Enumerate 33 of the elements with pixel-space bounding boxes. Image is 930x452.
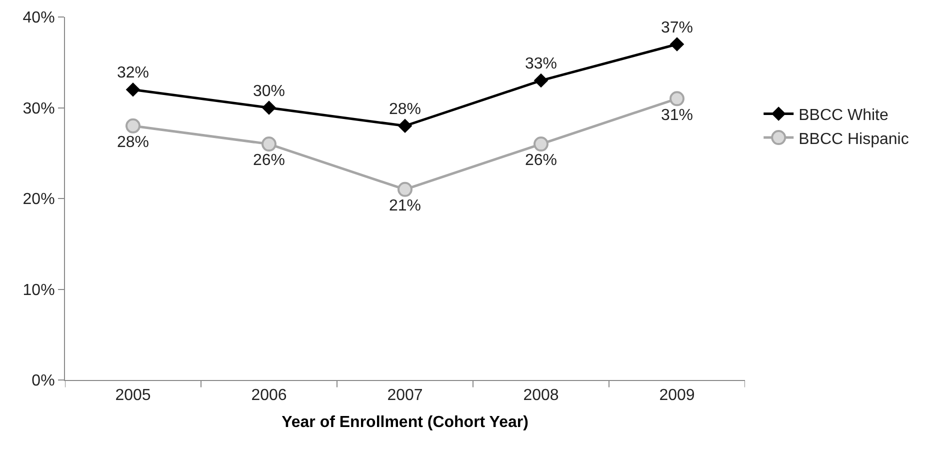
- x-tick-label: 2005: [115, 387, 151, 404]
- y-tick-label: 10%: [22, 282, 55, 299]
- data-label: 21%: [388, 198, 422, 215]
- data-label: 28%: [388, 101, 422, 118]
- y-tick-label: 40%: [22, 10, 55, 27]
- point: [670, 37, 684, 52]
- x-tick-label: 2008: [523, 387, 559, 404]
- point: [262, 100, 276, 115]
- data-label: 28%: [116, 134, 150, 152]
- point: [534, 136, 548, 152]
- x-tick-label: 2006: [251, 387, 287, 404]
- point: [126, 118, 140, 134]
- point: [262, 136, 276, 152]
- y-tick-label: 20%: [22, 191, 55, 208]
- legend-label: BBCC White: [798, 107, 888, 124]
- data-label: 26%: [252, 152, 286, 170]
- legend-label: BBCC Hispanic: [798, 130, 909, 148]
- x-tick-label: 2009: [659, 387, 695, 404]
- point: [398, 118, 412, 134]
- data-label: 32%: [116, 64, 150, 82]
- data-label: 30%: [252, 82, 286, 100]
- y-tick-label: 30%: [22, 100, 55, 118]
- x-tick-label: 2007: [387, 387, 423, 404]
- point: [670, 91, 684, 106]
- data-label: 26%: [524, 152, 558, 170]
- data-label: 33%: [524, 56, 558, 73]
- y-tick-label: 0%: [32, 372, 55, 390]
- x-axis-title: Year of Enrollment (Cohort Year): [282, 414, 528, 431]
- point: [126, 82, 140, 97]
- point: [398, 182, 412, 197]
- point: [534, 73, 548, 88]
- data-label: 31%: [660, 106, 694, 124]
- data-label: 37%: [660, 19, 694, 36]
